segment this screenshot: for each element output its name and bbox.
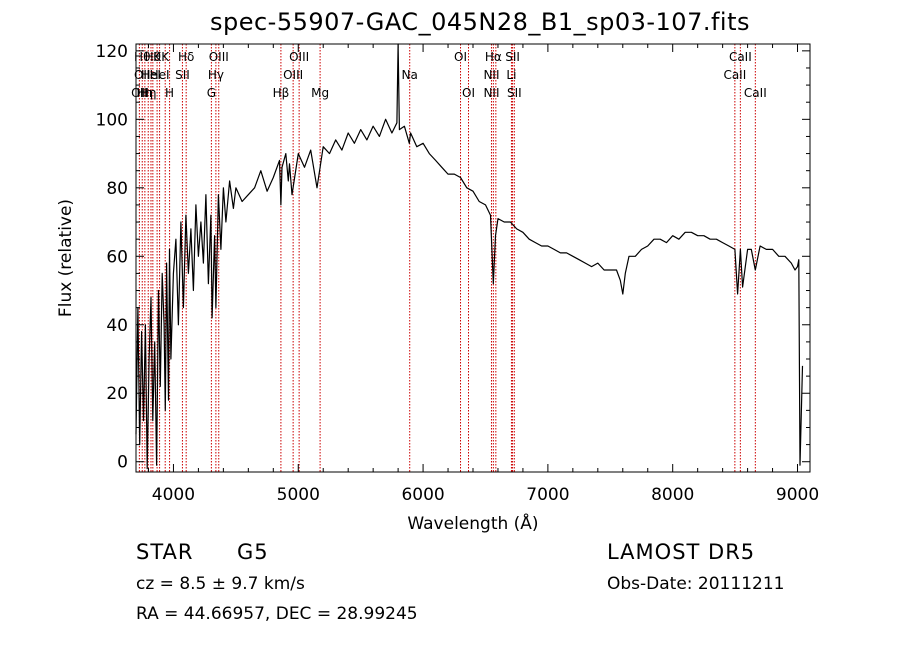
y-axis-label: Flux (relative) <box>56 199 76 317</box>
x-tick-label: 6000 <box>401 485 444 505</box>
spectral-line-label: OIII <box>209 50 229 64</box>
spectral-line-label: G <box>207 86 216 100</box>
spectral-line-label: CaII <box>729 50 752 64</box>
spectral-line-label: CaII <box>744 86 767 100</box>
spectral-line-label: SII <box>507 86 522 100</box>
spectral-line-label: Hη <box>140 86 157 100</box>
spectral-line-label: Hδ <box>178 50 194 64</box>
y-tick-label: 80 <box>106 179 128 199</box>
x-tick-label: 8000 <box>651 485 694 505</box>
spectral-line-label: Hη <box>137 86 154 100</box>
y-tick-label: 0 <box>117 453 128 473</box>
redshift-cz: cz = 8.5 ± 9.7 km/s <box>136 574 305 594</box>
chart-title: spec-55907-GAC_045N28_B1_sp03-107.fits <box>209 8 751 36</box>
spectral-line-markers <box>138 44 756 472</box>
spectral-line-label: H <box>165 86 174 100</box>
x-axis-label: Wavelength (Å) <box>407 512 538 534</box>
x-tick-label: 7000 <box>526 485 569 505</box>
spectral-line-label: OI <box>454 50 467 64</box>
spectrum-line <box>135 43 804 470</box>
object-class: STAR <box>136 540 194 564</box>
spectral-line-label: Hγ <box>208 68 224 82</box>
spectral-line-label: OIII <box>283 68 303 82</box>
line-labels: OIIHθOIIHηHηHeIHθKHeIKHSIIHδGHγOIIIHβOII… <box>131 50 767 100</box>
y-tick-label: 20 <box>106 384 128 404</box>
spectral-line-label: CaII <box>723 68 746 82</box>
plot-frame <box>135 43 811 473</box>
spectral-line-label: Mg <box>311 86 329 100</box>
spectral-line-label: SII <box>505 50 520 64</box>
spectral-line-label: HeI <box>141 68 161 82</box>
axes: 4000 5000 6000 7000 8000 9000 0 20 40 60 80 100 120 W… <box>56 42 819 534</box>
x-tick-label: 4000 <box>152 485 195 505</box>
spectral-line-label: Hθ <box>134 50 150 64</box>
y-tick-label: 40 <box>106 316 128 336</box>
spectral-line-label: Hβ <box>273 86 290 100</box>
spectral-line-label: OIII <box>289 50 309 64</box>
spectral-line-label: NII <box>483 86 499 100</box>
spectral-line-label: Hα <box>485 50 502 64</box>
spectral-line-label: Li <box>506 68 516 82</box>
obs-date: Obs-Date: 20111211 <box>607 574 785 594</box>
spectral-line-label: OII <box>131 86 148 100</box>
y-tick-label: 100 <box>96 110 128 130</box>
y-tick-label: 60 <box>106 247 128 267</box>
ra-dec: RA = 44.66957, DEC = 28.99245 <box>136 604 418 624</box>
spectral-line-label: K <box>153 50 162 64</box>
spectral-line-label: K <box>161 50 170 64</box>
object-subclass: G5 <box>237 540 269 564</box>
spectral-line-label: HeI <box>150 68 170 82</box>
spectral-line-label: OI <box>462 86 475 100</box>
spectrum-series <box>135 43 804 470</box>
x-tick-label: 5000 <box>277 485 320 505</box>
spectral-line-label: Hθ <box>145 50 161 64</box>
spectral-line-label: Na <box>402 68 418 82</box>
spectral-line-label: OII <box>134 68 151 82</box>
spectral-line-label: NII <box>483 68 499 82</box>
y-tick-label: 120 <box>96 42 128 62</box>
survey-name: LAMOST DR5 <box>607 540 756 564</box>
spectral-line-label: SII <box>175 68 190 82</box>
x-tick-label: 9000 <box>776 485 819 505</box>
